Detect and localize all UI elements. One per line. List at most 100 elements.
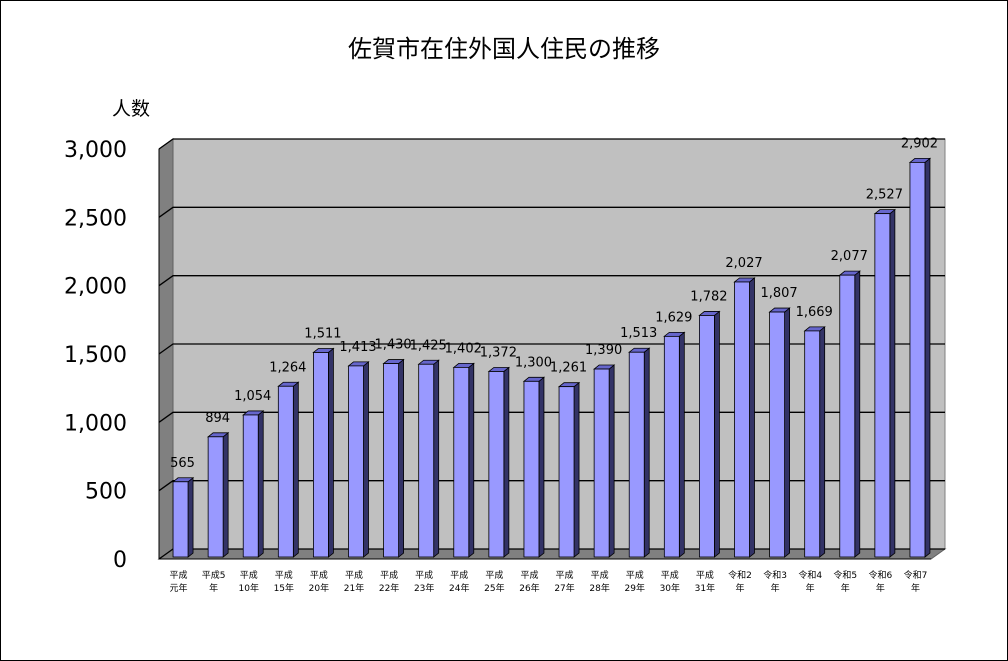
data-label: 1,261	[550, 361, 587, 376]
x-tick-label: 令和7	[904, 569, 928, 581]
data-label: 1,430	[374, 338, 411, 353]
x-tick-label: 平成	[170, 569, 188, 581]
bar-side	[819, 326, 826, 558]
x-tick-label: 年	[911, 582, 920, 594]
data-label: 1,372	[480, 345, 517, 360]
bar	[172, 481, 189, 558]
bar-side	[433, 359, 440, 558]
x-tick-label: 平成	[626, 569, 644, 581]
x-tick-label: 10年	[239, 582, 259, 594]
bar-side	[328, 347, 334, 558]
bar-side	[187, 476, 194, 558]
x-tick-label: 令和6	[868, 569, 892, 581]
bar	[628, 351, 645, 558]
data-label: 1,782	[690, 289, 727, 304]
x-tick-label: 29年	[625, 582, 645, 594]
bar-side	[749, 277, 755, 558]
data-label: 1,264	[269, 360, 306, 375]
bar-side	[468, 362, 475, 558]
x-tick-label: 平成	[591, 569, 609, 581]
plot-floor	[157, 548, 947, 560]
bar	[663, 335, 680, 558]
bar	[874, 213, 891, 558]
gridline	[158, 411, 945, 423]
x-tick-label: 平成	[485, 569, 503, 581]
x-tick-label: 平成5	[202, 569, 226, 581]
y-tick-label: 1,000	[64, 411, 127, 436]
bar-side	[714, 310, 720, 558]
x-tick-label: 年	[209, 582, 218, 594]
bar-side	[257, 410, 264, 558]
y-tick-label: 500	[85, 480, 127, 505]
data-label: 1,054	[234, 389, 271, 404]
bar	[348, 365, 364, 558]
bar-side	[678, 331, 685, 558]
x-tick-label: 平成	[240, 569, 258, 581]
data-label: 2,077	[831, 249, 868, 264]
y-axis-label: 人数	[112, 98, 151, 120]
x-tick-label: 平成	[345, 569, 363, 581]
x-tick-label: 令和3	[763, 569, 787, 581]
bar	[699, 315, 715, 558]
x-tick-label: 23年	[414, 582, 434, 594]
bar	[277, 385, 294, 558]
data-label: 894	[205, 411, 230, 426]
x-tick-label: 年	[841, 582, 850, 594]
data-label: 1,413	[339, 340, 376, 355]
x-tick-label: 年	[876, 582, 885, 594]
x-tick-label: 平成	[380, 569, 398, 581]
bar	[523, 380, 540, 558]
bar	[207, 436, 224, 558]
gridline	[158, 206, 945, 218]
data-label: 1,390	[585, 343, 622, 358]
x-tick-label: 31年	[695, 582, 715, 594]
bar-side	[924, 157, 931, 558]
data-label: 1,669	[796, 305, 833, 320]
gridline	[158, 343, 945, 355]
bar	[769, 311, 785, 558]
bar	[488, 371, 505, 558]
y-tick-label: 0	[113, 548, 127, 573]
x-tick-label: 平成	[275, 569, 293, 581]
bar	[558, 386, 575, 558]
bar-side	[398, 358, 404, 558]
data-label: 1,807	[760, 286, 797, 301]
x-tick-label: 平成	[556, 569, 574, 581]
x-tick-label: 年	[735, 582, 744, 594]
bar-side	[889, 208, 896, 558]
bar	[418, 363, 435, 558]
x-tick-label: 元年	[170, 582, 188, 594]
data-label: 1,425	[410, 338, 447, 353]
bar-side	[643, 347, 650, 558]
gridline	[158, 275, 945, 287]
x-tick-label: 15年	[274, 582, 294, 594]
bar-side	[573, 381, 580, 558]
x-tick-label: 21年	[344, 582, 364, 594]
x-tick-label: 30年	[660, 582, 680, 594]
x-tick-label: 24年	[449, 582, 469, 594]
data-label: 2,902	[901, 136, 938, 151]
chart-title: 佐賀市在住外国人住民の推移	[348, 35, 660, 63]
x-tick-label: 平成	[450, 569, 468, 581]
bar	[453, 366, 470, 558]
y-tick-label: 2,500	[64, 206, 127, 231]
bar	[734, 281, 750, 558]
bar	[839, 274, 856, 558]
x-tick-label: 25年	[484, 582, 504, 594]
data-label: 1,511	[304, 326, 341, 341]
bar-side	[222, 431, 229, 558]
bar-side	[363, 361, 369, 558]
x-tick-label: 20年	[309, 582, 329, 594]
data-label: 1,629	[655, 310, 692, 325]
bar-side	[608, 364, 615, 558]
y-tick-label: 3,000	[64, 138, 127, 163]
bar-side	[503, 366, 510, 558]
bar-side	[784, 307, 790, 558]
data-label: 565	[170, 456, 195, 471]
x-tick-label: 令和2	[728, 569, 752, 581]
x-tick-label: 26年	[519, 582, 539, 594]
data-label: 2,027	[725, 256, 762, 271]
x-tick-label: 年	[771, 582, 780, 594]
bar	[909, 161, 926, 558]
data-label: 1,402	[445, 341, 482, 356]
